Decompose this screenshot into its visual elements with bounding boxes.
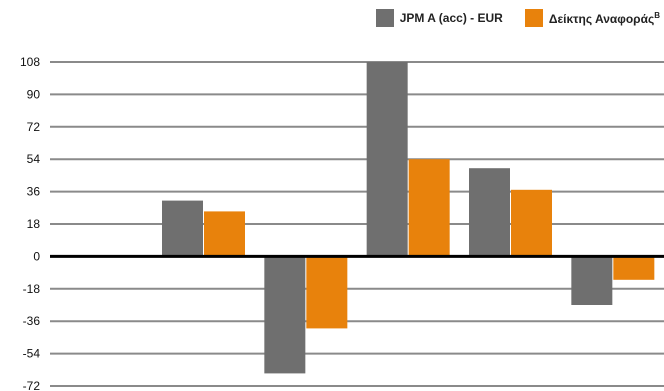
legend-swatch-fund	[375, 9, 394, 27]
y-tick-label: 90	[27, 87, 41, 101]
legend-label-benchmark-sup: B	[654, 10, 660, 20]
y-tick-label: 0	[33, 249, 40, 263]
y-tick-label: 36	[27, 185, 41, 199]
bar-benchmark	[306, 256, 348, 329]
legend-item-fund: JPM A (acc) - EUR	[375, 9, 503, 27]
legend-item-benchmark: Δείκτης ΑναφοράςB	[524, 9, 660, 27]
legend-label-benchmark-text: Δείκτης Αναφοράς	[548, 11, 655, 26]
bar-benchmark	[408, 159, 450, 257]
bar-fund	[162, 200, 203, 257]
legend-swatch-benchmark	[524, 9, 543, 27]
bar-benchmark	[511, 189, 552, 257]
legend-label-fund: JPM A (acc) - EUR	[399, 11, 503, 25]
y-tick-label: 108	[20, 55, 40, 69]
bar-fund	[366, 62, 408, 257]
legend-label-benchmark: Δείκτης ΑναφοράςB	[549, 11, 660, 26]
y-tick-label: -18	[23, 282, 41, 296]
y-tick-label: 18	[27, 217, 41, 231]
bar-fund	[264, 256, 306, 374]
y-tick-label: 72	[27, 120, 41, 134]
y-tick-label: 54	[27, 152, 41, 166]
y-tick-label: -72	[23, 379, 41, 391]
bar-fund	[469, 168, 510, 257]
bar-fund	[571, 256, 613, 305]
chart-legend: JPM A (acc) - EUR Δείκτης ΑναφοράςB	[354, 8, 660, 28]
bar-benchmark	[204, 211, 245, 257]
y-tick-label: -36	[23, 314, 41, 328]
y-tick-label: -54	[23, 347, 41, 361]
bar-benchmark	[613, 256, 655, 280]
